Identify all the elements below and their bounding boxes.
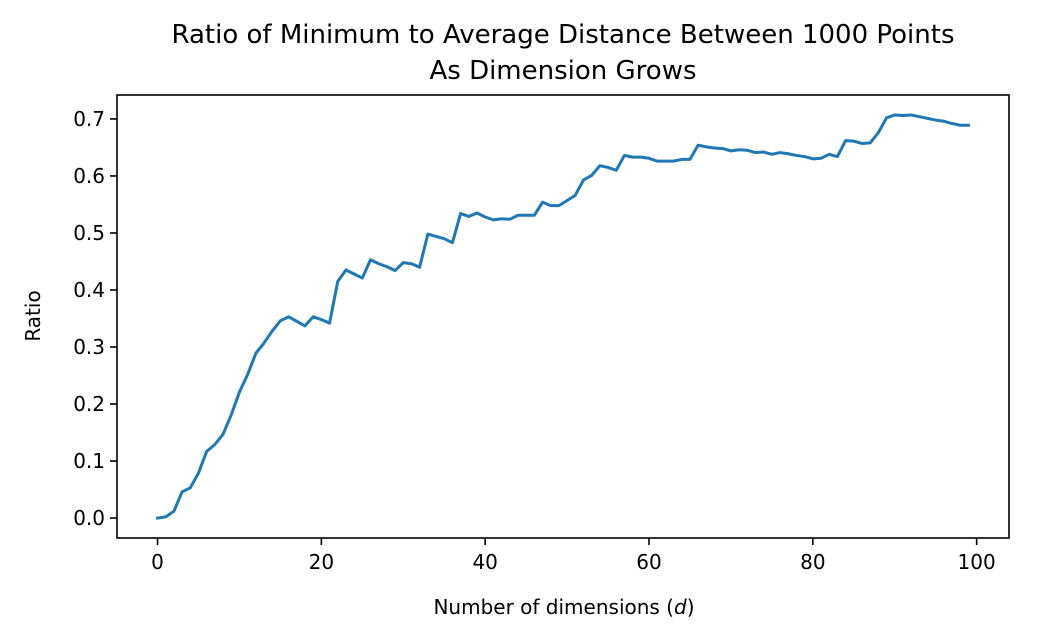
chart-title-line-1: Ratio of Minimum to Average Distance Bet… — [171, 20, 954, 50]
y-tick-label-2: 0.2 — [73, 392, 105, 416]
x-tick-label-40: 40 — [472, 550, 497, 574]
y-tick-label-0: 0.0 — [73, 506, 105, 530]
y-tick-label-6: 0.6 — [73, 164, 105, 188]
y-tick-label-1: 0.1 — [73, 449, 105, 473]
y-tick-label-5: 0.5 — [73, 221, 105, 245]
y-tick-label-3: 0.3 — [73, 335, 105, 359]
x-tick-label-60: 60 — [636, 550, 661, 574]
x-tick-label-20: 20 — [309, 550, 334, 574]
y-axis-label: Ratio — [21, 290, 45, 341]
chart-title-line-2: As Dimension Grows — [429, 56, 696, 86]
x-tick-label-100: 100 — [958, 550, 996, 574]
x-tick-label-80: 80 — [800, 550, 825, 574]
plot-area: 0 20 40 60 80 100 0.0 0.1 0.2 0.3 0.4 0.5 0.6 0.7 — [73, 94, 1010, 574]
x-tick-label-0: 0 — [151, 550, 164, 574]
x-axis-label-prefix: Number of dimensions ( — [433, 595, 674, 619]
x-axis-label-suffix: ) — [687, 595, 695, 619]
y-tick-label-4: 0.4 — [73, 278, 105, 302]
series-line-0 — [155, 113, 970, 520]
x-axis-label-variable: d — [674, 595, 687, 619]
plot-frame — [116, 94, 1010, 539]
y-tick-label-7: 0.7 — [73, 107, 105, 131]
x-axis-label: Number of dimensions (d) — [433, 595, 694, 619]
